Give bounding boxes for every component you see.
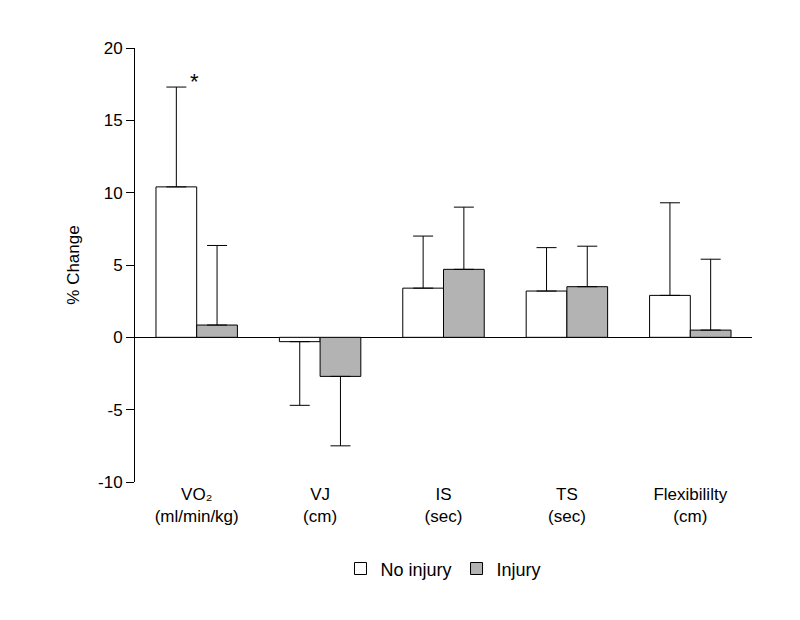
svg-text:20: 20 bbox=[104, 39, 123, 58]
svg-text:No injury: No injury bbox=[381, 560, 452, 580]
svg-text:-5: -5 bbox=[107, 401, 122, 420]
svg-text:VO₂(ml/min/kg): VO₂(ml/min/kg) bbox=[155, 485, 239, 526]
svg-text:Flexibililty(cm): Flexibililty(cm) bbox=[653, 485, 727, 526]
svg-text:*: * bbox=[190, 69, 199, 94]
svg-text:TS(sec): TS(sec) bbox=[548, 485, 586, 526]
svg-text:5: 5 bbox=[113, 256, 122, 275]
svg-text:IS(sec): IS(sec) bbox=[425, 485, 463, 526]
svg-text:10: 10 bbox=[104, 184, 123, 203]
svg-text:Injury: Injury bbox=[497, 560, 541, 580]
svg-text:% Change: % Change bbox=[64, 225, 83, 304]
svg-text:-10: -10 bbox=[98, 473, 123, 492]
svg-text:0: 0 bbox=[113, 328, 122, 347]
svg-text:15: 15 bbox=[104, 111, 123, 130]
svg-text:VJ(cm): VJ(cm) bbox=[303, 485, 337, 526]
